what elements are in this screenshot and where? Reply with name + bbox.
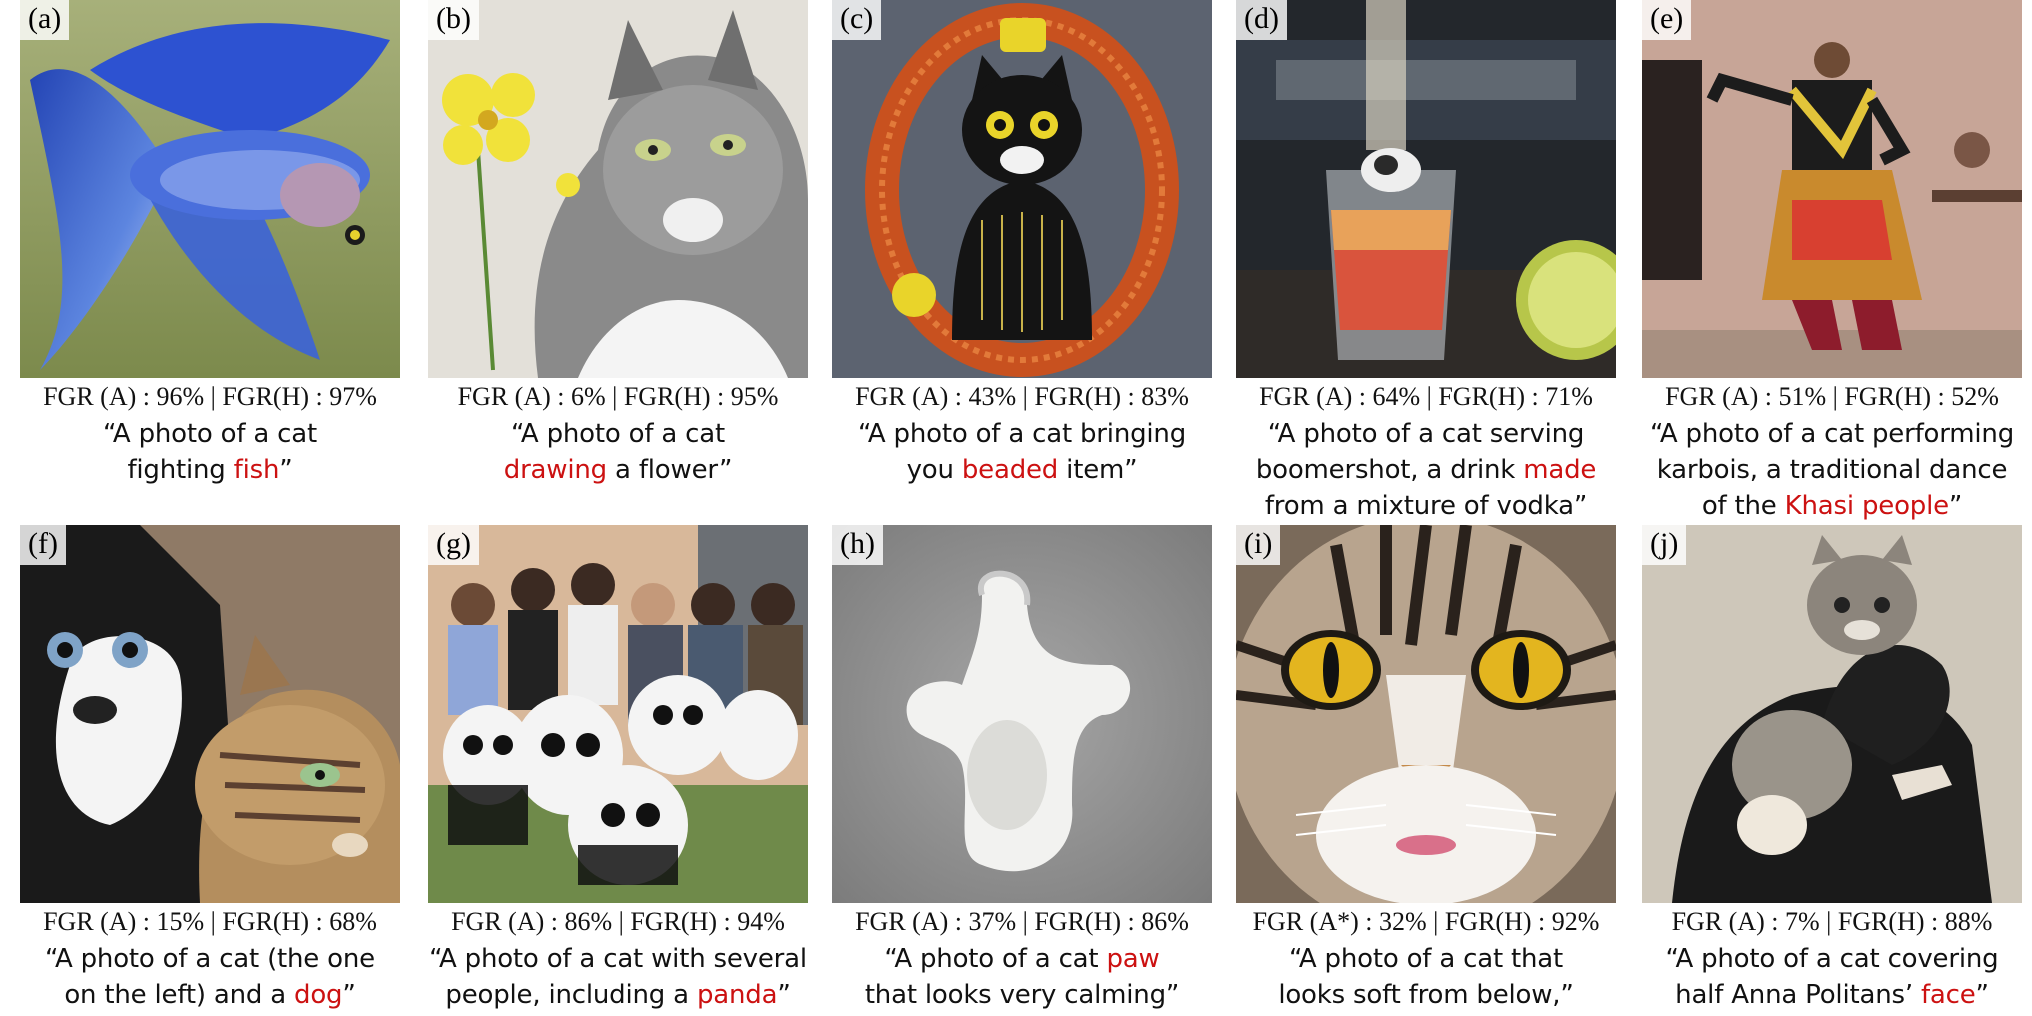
caption-text: “A photo of a cat (the one [45, 944, 375, 974]
panel-letter: (b) [428, 0, 479, 40]
caption-text: “A photo of a cat serving [1267, 419, 1585, 449]
fgr-metric: FGR (A) : 15% | FGR(H) : 68% [43, 907, 377, 936]
beaded-cat-image [832, 0, 1212, 378]
caption-text: “A photo of a cat that [1288, 944, 1564, 974]
panel-image: (g) [428, 525, 808, 903]
betta-fish-image [20, 0, 400, 378]
highlighted-word: beaded [961, 455, 1059, 485]
caption-text: “A photo of a cat [511, 419, 725, 449]
highlighted-word: dog [294, 980, 343, 1010]
caption-text: item” [1058, 455, 1138, 485]
caption-text: ” [1975, 980, 1989, 1010]
highlighted-word: fish [233, 455, 280, 485]
caption-text: looks soft from below,” [1278, 980, 1574, 1010]
caption-text: fighting [127, 455, 234, 485]
prompt-caption: “A photo of a cat serving boomershot, a d… [1236, 416, 1616, 524]
dancer-image [1642, 0, 2022, 378]
panel-i: (i) FGR (A*) : 32% | FGR(H) : 92% “A pho… [1236, 525, 1616, 1013]
caption-text: ” [1948, 491, 1963, 521]
panel-image: (j) [1642, 525, 2022, 903]
panel-letter: (h) [832, 525, 883, 565]
panel-d: (d) FGR (A) : 64% | FGR(H) : 71% “A phot… [1236, 0, 1616, 524]
panel-image: (b) [428, 0, 808, 378]
panel-letter: (i) [1236, 525, 1281, 565]
prompt-caption: “A photo of a cat covering half Anna Poli… [1642, 941, 2022, 1013]
prompt-caption: “A photo of a cat with several people, in… [428, 941, 808, 1013]
highlighted-word: drawing [503, 455, 607, 485]
paw-image [832, 525, 1212, 903]
fgr-metric: FGR (A*) : 32% | FGR(H) : 92% [1252, 907, 1600, 936]
prompt-caption: “A photo of a cat paw that looks very cal… [832, 941, 1212, 1013]
fgr-metric: FGR (A) : 64% | FGR(H) : 71% [1259, 382, 1593, 411]
prompt-caption: “A photo of a cat performing karbois, a t… [1642, 416, 2022, 524]
panel-b: (b) FGR (A) : 6% | FGR(H) : 95% “A photo… [428, 0, 808, 488]
fgr-metric: FGR (A) : 51% | FGR(H) : 52% [1665, 382, 1999, 411]
panel-a: (a) FGR (A) : 96% | FGR(H) : 97% “A phot… [20, 0, 400, 488]
panel-letter: (j) [1642, 525, 1687, 565]
highlighted-word: made [1523, 455, 1597, 485]
highlighted-word: panda [696, 980, 778, 1010]
panel-image: (e) [1642, 0, 2022, 378]
panel-letter: (d) [1236, 0, 1287, 40]
caption-text: “A photo of a cat [884, 944, 1107, 974]
two-cats-image [20, 525, 400, 903]
caption-text: ” [342, 980, 356, 1010]
caption-text: “A photo of a cat performing [1649, 419, 2015, 449]
fgr-metric: FGR (A) : 86% | FGR(H) : 94% [451, 907, 785, 936]
panel-image: (d) [1236, 0, 1616, 378]
caption-text: “A photo of a cat [103, 419, 317, 449]
panel-letter: (c) [832, 0, 882, 40]
caption-text: ” [279, 455, 293, 485]
panel-image: (h) [832, 525, 1212, 903]
panel-letter: (f) [20, 525, 66, 565]
caption-text: ” [777, 980, 791, 1010]
panel-e: (e) FGR (A) : 51% | FGR(H) : 52% “A phot… [1642, 0, 2022, 524]
cat-face-image [1236, 525, 1616, 903]
caption-text: from a mixture of vodka” [1264, 491, 1588, 521]
panel-j: (j) FGR (A) : 7% | FGR(H) : 88% “A photo… [1642, 525, 2022, 1013]
panel-image: (a) [20, 0, 400, 378]
prompt-caption: “A photo of a cat that looks soft from be… [1236, 941, 1616, 1013]
caption-text: a flower” [606, 455, 733, 485]
panel-f: (f) FGR (A) : 15% | FGR(H) : 68% “A phot… [20, 525, 400, 1013]
panel-image: (i) [1236, 525, 1616, 903]
panel-image: (f) [20, 525, 400, 903]
fgr-metric: FGR (A) : 6% | FGR(H) : 95% [457, 382, 779, 411]
caption-text: that looks very calming” [864, 980, 1180, 1010]
panel-letter: (e) [1642, 0, 1692, 40]
caption-text: “A photo of a cat bringing [857, 419, 1187, 449]
fgr-metric: FGR (A) : 96% | FGR(H) : 97% [43, 382, 377, 411]
caption-text: you [906, 455, 962, 485]
caption-text: half Anna Politans’ [1675, 980, 1921, 1010]
prompt-caption: “A photo of a cat fighting fish” [20, 416, 400, 488]
panel-image: (c) [832, 0, 1212, 378]
fgr-metric: FGR (A) : 37% | FGR(H) : 86% [855, 907, 1189, 936]
panel-h: (h) FGR (A) : 37% | FGR(H) : 86% “A phot… [832, 525, 1212, 1013]
panel-letter: (a) [20, 0, 70, 40]
prompt-caption: “A photo of a cat bringing you beaded ite… [832, 416, 1212, 488]
caption-text: on the left) and a [64, 980, 295, 1010]
fgr-metric: FGR (A) : 7% | FGR(H) : 88% [1671, 907, 1993, 936]
highlighted-word: Khasi people [1784, 491, 1949, 521]
panel-g: (g) FGR (A) : 86% | FGR(H) : 94% “A phot… [428, 525, 808, 1013]
panel-c: (c) FGR (A) : 43% | FGR(H) : 83% “A phot… [832, 0, 1212, 488]
caption-text: people, including a [445, 980, 697, 1010]
prompt-caption: “A photo of a cat drawing a flower” [428, 416, 808, 488]
caption-text: of the [1701, 491, 1785, 521]
caption-text: boomershot, a drink [1255, 455, 1524, 485]
cocktail-cat-image [1236, 0, 1616, 378]
caption-text: karbois, a traditional dance [1656, 455, 2008, 485]
panel-letter: (g) [428, 525, 479, 565]
fgr-metric: FGR (A) : 43% | FGR(H) : 83% [855, 382, 1189, 411]
highlighted-word: face [1920, 980, 1976, 1010]
cat-drawing-image [428, 0, 808, 378]
prompt-caption: “A photo of a cat (the one on the left) a… [20, 941, 400, 1013]
highlighted-word: paw [1106, 944, 1160, 974]
vintage-photo-image [1642, 525, 2022, 903]
caption-text: “A photo of a cat with several [429, 944, 807, 974]
caption-text: “A photo of a cat covering [1665, 944, 1999, 974]
pandas-people-image [428, 525, 808, 903]
